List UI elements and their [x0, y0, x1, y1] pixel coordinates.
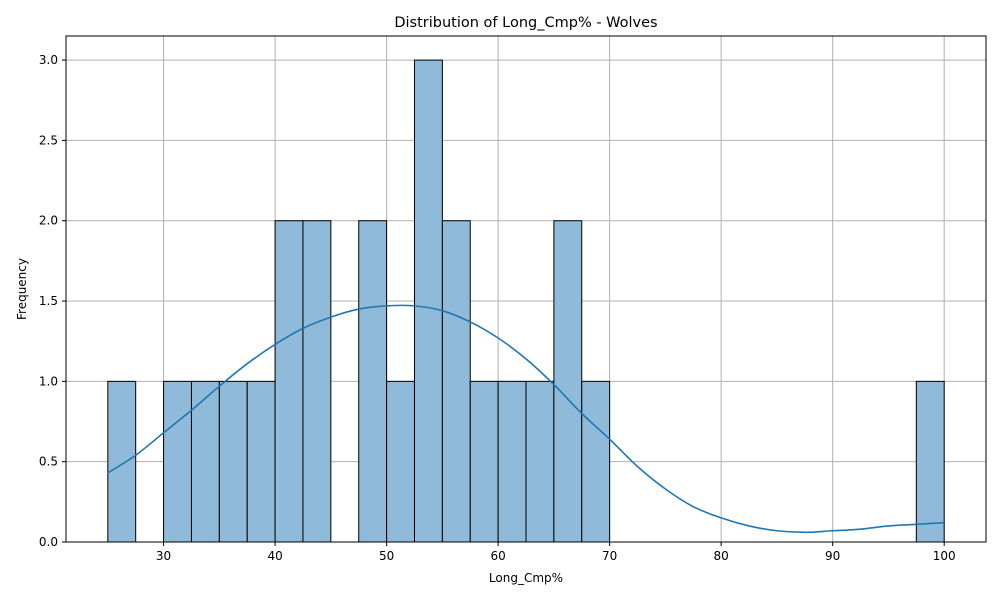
y-axis-label: Frequency [15, 258, 29, 320]
kde-line [107, 304, 945, 534]
histogram-bar [358, 220, 388, 543]
histogram-bar [441, 220, 471, 543]
x-tick-label: 30 [156, 549, 171, 563]
plot-frame [65, 35, 987, 543]
chart-title: Distribution of Long_Cmp% - Wolves [394, 15, 657, 31]
y-tick-label: 2.0 [39, 214, 58, 228]
x-axis-label: Long_Cmp% [489, 571, 563, 585]
histogram-bar [469, 380, 499, 543]
histogram-bar [302, 220, 332, 543]
x-tick-label: 60 [490, 549, 505, 563]
histogram-bar [553, 220, 583, 543]
histogram-bar [190, 380, 220, 543]
y-tick-label: 2.5 [39, 133, 58, 147]
histogram-bars [107, 59, 945, 543]
histogram-bar [163, 380, 192, 543]
histogram-bar [218, 380, 248, 543]
histogram-bar [413, 59, 443, 543]
kde-curve [107, 304, 945, 534]
x-tick-label: 40 [267, 549, 282, 563]
y-tick-label: 1.5 [39, 294, 58, 308]
histogram-bar [581, 380, 611, 543]
histogram-bar [915, 380, 945, 543]
y-tick-label: 0.0 [39, 535, 58, 549]
y-axis-ticks: 0.0 0.5 1.0 1.5 2.0 2.5 3.0 [39, 53, 66, 549]
x-tick-label: 70 [602, 549, 617, 563]
x-tick-label: 100 [933, 549, 956, 563]
x-tick-label: 50 [379, 549, 394, 563]
histogram-bar [525, 380, 555, 543]
y-tick-label: 3.0 [39, 53, 58, 67]
y-tick-label: 0.5 [39, 455, 58, 469]
histogram-bar [246, 380, 276, 543]
x-axis-ticks: 30 40 50 60 70 80 90 100 [156, 542, 956, 563]
histogram-bar [386, 380, 415, 543]
histogram-bar [107, 380, 137, 543]
x-tick-label: 80 [714, 549, 729, 563]
x-tick-label: 90 [825, 549, 840, 563]
histogram-bar [497, 380, 527, 543]
y-tick-label: 1.0 [39, 374, 58, 388]
histogram-bar [274, 220, 304, 543]
